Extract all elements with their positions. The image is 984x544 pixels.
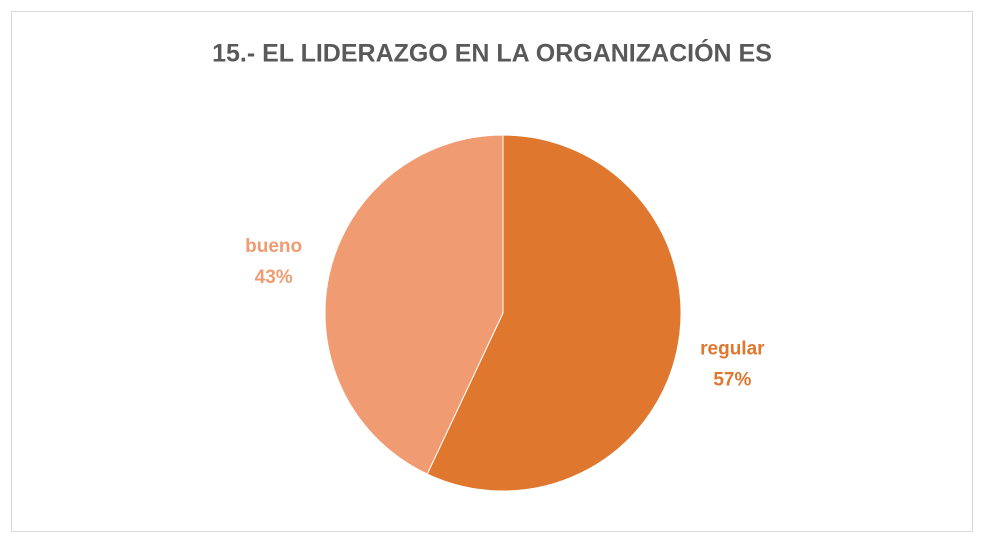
slice-category-label: regular [700, 338, 765, 359]
pie-slice [426, 134, 682, 492]
chart-title: 15.- EL LIDERAZGO EN LA ORGANIZACIÓN ES [212, 38, 772, 68]
slice-value-label: 57% [713, 369, 751, 390]
slice-category-label: bueno [245, 236, 302, 257]
slice-value-label: 43% [255, 267, 293, 288]
pie-slice [324, 134, 504, 475]
